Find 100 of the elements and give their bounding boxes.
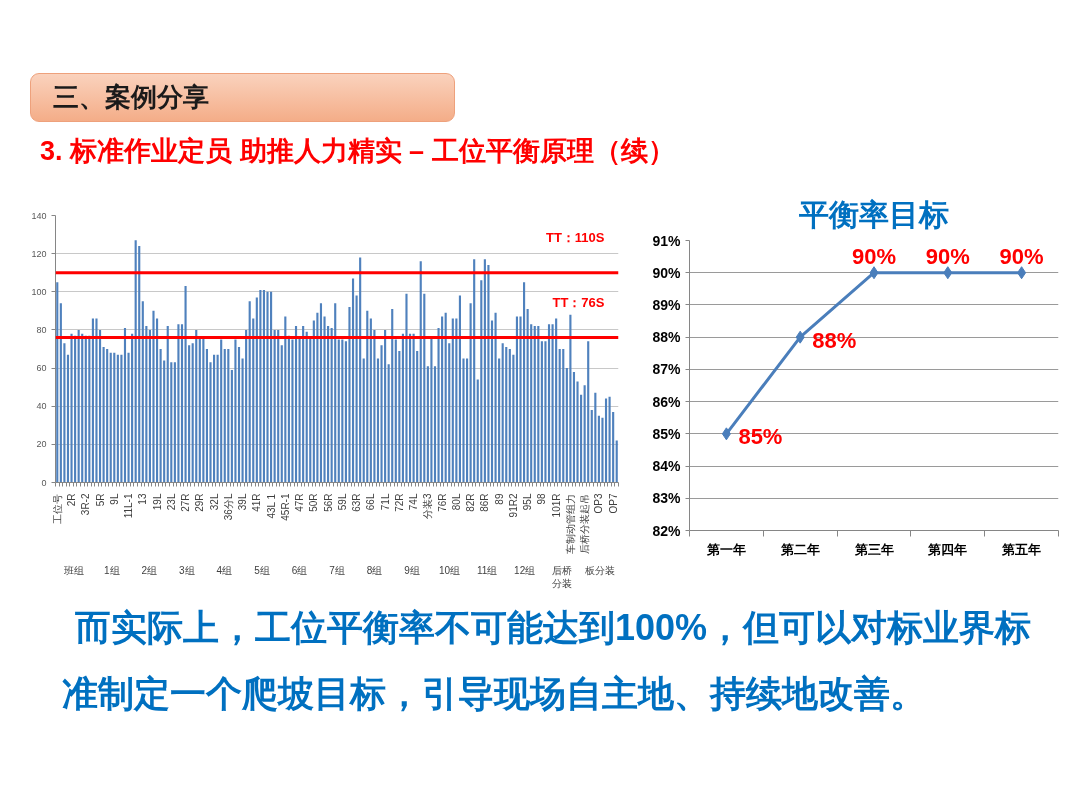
bar bbox=[451, 318, 454, 483]
bar bbox=[526, 308, 529, 483]
x-tick-label: 13 bbox=[137, 493, 149, 505]
bar bbox=[270, 291, 273, 483]
bar bbox=[366, 310, 369, 483]
text: 4组 bbox=[216, 564, 233, 576]
bar bbox=[302, 326, 305, 483]
x-tick-label: 工位号 bbox=[51, 493, 63, 524]
bar bbox=[412, 333, 415, 483]
bar bbox=[351, 278, 355, 483]
text: 6组 bbox=[291, 564, 308, 576]
bar bbox=[337, 339, 340, 483]
bar bbox=[455, 318, 458, 483]
bar bbox=[106, 349, 109, 483]
bar bbox=[177, 324, 180, 483]
bar bbox=[223, 349, 226, 483]
x-tick-label: 43L 1 bbox=[265, 493, 277, 519]
bar bbox=[91, 318, 94, 483]
bar bbox=[205, 349, 209, 483]
point bbox=[795, 330, 805, 344]
x-tick-label: 第四年 bbox=[927, 541, 968, 557]
bar bbox=[294, 326, 298, 483]
chart-title: 平衡率目标 bbox=[798, 197, 949, 231]
bar bbox=[572, 371, 576, 483]
text: 板分装 bbox=[583, 564, 615, 576]
bar bbox=[369, 318, 372, 483]
bar bbox=[316, 312, 319, 483]
ref-line-label: TT：110S bbox=[545, 229, 605, 245]
x-tick-label: 11L-1 bbox=[123, 493, 135, 519]
x-tick-label: 第二年 bbox=[779, 541, 820, 557]
bar bbox=[159, 349, 162, 483]
x-tick-label: 27R bbox=[180, 493, 192, 512]
y-tick-label: 90% bbox=[652, 264, 682, 281]
y-tick-label: 40 bbox=[36, 401, 47, 412]
bar bbox=[569, 314, 572, 483]
bar bbox=[131, 333, 134, 483]
bar bbox=[59, 303, 62, 483]
data-label: 88% bbox=[812, 327, 857, 353]
bar bbox=[444, 312, 447, 483]
y-tick-label: 120 bbox=[31, 248, 47, 259]
bar bbox=[515, 316, 519, 483]
x-tick-label: OP7 bbox=[607, 493, 619, 514]
text: 后桥分装 bbox=[552, 564, 573, 589]
bar bbox=[558, 349, 561, 483]
text: 10组 bbox=[439, 564, 461, 576]
x-tick-label: 19L bbox=[151, 493, 163, 511]
y-tick-label: 82% bbox=[652, 522, 682, 539]
text: 11组 bbox=[476, 564, 498, 576]
bar bbox=[597, 415, 600, 483]
x-tick-label: 23L bbox=[165, 493, 177, 511]
text: 7组 bbox=[329, 564, 345, 576]
x-tick-label: 29R bbox=[194, 493, 206, 512]
text: 9组 bbox=[404, 564, 420, 576]
bar bbox=[458, 295, 461, 483]
x-tick-label: 车制动管组力 bbox=[564, 493, 576, 554]
x-tick-label: 56R bbox=[322, 493, 334, 512]
x-tick-label: 后桥分装起吊 bbox=[579, 493, 591, 554]
ref-line-label: TT：76S bbox=[552, 294, 605, 310]
bar bbox=[594, 392, 597, 483]
data-label: 90% bbox=[851, 243, 897, 269]
bar bbox=[359, 257, 362, 483]
bar bbox=[465, 358, 469, 483]
bar bbox=[394, 339, 397, 483]
x-tick-label: 98 bbox=[536, 493, 548, 505]
bar bbox=[116, 354, 119, 483]
bar bbox=[202, 337, 205, 483]
point bbox=[869, 266, 879, 280]
y-tick-label: 20 bbox=[36, 439, 47, 450]
bar bbox=[109, 352, 112, 483]
bar bbox=[480, 280, 483, 483]
x-tick-label: 63R bbox=[351, 493, 363, 512]
x-tick-label: 41R bbox=[251, 493, 263, 512]
bar bbox=[141, 301, 144, 483]
bar bbox=[562, 349, 565, 483]
y-tick-label: 87% bbox=[652, 361, 682, 378]
point bbox=[943, 266, 953, 280]
bar bbox=[305, 331, 308, 483]
bar bbox=[259, 289, 262, 483]
x-tick-label: 66L bbox=[365, 493, 377, 511]
bar bbox=[523, 282, 526, 483]
x-tick-label: 第三年 bbox=[853, 541, 894, 557]
y-tick-label: 0 bbox=[41, 477, 47, 488]
chart-subtitle: 3. 标准作业定员 助推人力精实 – 工位平衡原理（续） bbox=[40, 135, 675, 168]
y-tick-label: 88% bbox=[652, 329, 682, 346]
bar bbox=[405, 293, 408, 483]
y-tick-label: 140 bbox=[31, 210, 47, 221]
bar bbox=[547, 324, 551, 483]
text: 班组 bbox=[64, 564, 85, 576]
x-tick-label: 2R bbox=[66, 493, 78, 507]
x-tick-label: 47R bbox=[294, 493, 306, 512]
bar bbox=[134, 240, 137, 483]
bar bbox=[615, 440, 618, 483]
bar bbox=[77, 329, 80, 483]
bar bbox=[604, 398, 608, 483]
bar bbox=[540, 341, 543, 483]
bar bbox=[184, 286, 187, 483]
bar bbox=[483, 259, 486, 483]
x-tick-label: 76R bbox=[436, 493, 448, 512]
text: 3组 bbox=[179, 564, 195, 576]
y-tick-label: 100 bbox=[31, 286, 47, 297]
